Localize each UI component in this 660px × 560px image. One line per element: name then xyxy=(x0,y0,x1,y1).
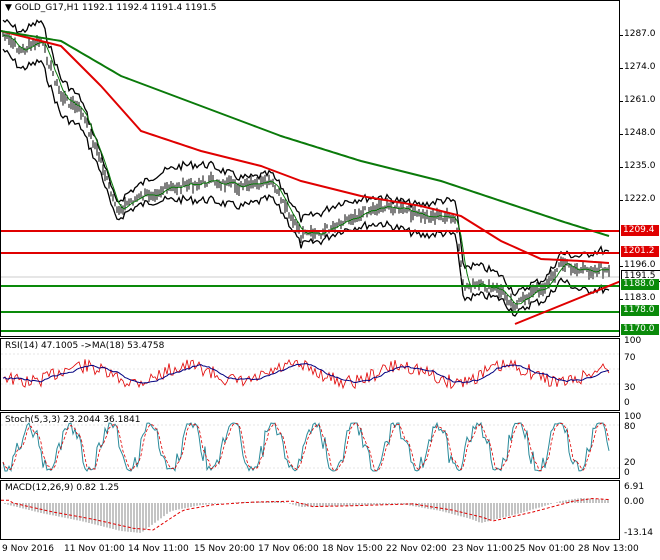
ema-green-line xyxy=(1,30,610,237)
dropdown-triangle-icon[interactable]: ▼ xyxy=(5,3,12,13)
level-label-1170-0: 1170.0 xyxy=(621,324,659,335)
macd-tick: 0.00 xyxy=(624,497,645,507)
price-tick: 1183.0 xyxy=(624,293,656,303)
price-tick: 1222.0 xyxy=(624,194,656,204)
bollinger-lower-line xyxy=(2,48,610,317)
ohlc-values: 1192.1 1192.4 1191.4 1191.5 xyxy=(81,3,217,13)
stoch-tick: 100 xyxy=(624,412,642,422)
macd-tick: 6.91 xyxy=(624,482,645,492)
time-tick: 11 Nov 01:00 xyxy=(64,544,125,554)
time-tick: 28 Nov 13:00 xyxy=(578,544,639,554)
chart-title: ▼ GOLD_G17,H1 1192.1 1192.4 1191.4 1191.… xyxy=(5,3,217,13)
level-label-1188-0: 1188.0 xyxy=(621,279,659,290)
stochastic-label: Stoch(5,3,3) 23.2044 36.1841 xyxy=(5,415,141,425)
price-chart-canvas xyxy=(1,18,619,332)
time-tick: 14 Nov 11:00 xyxy=(128,544,189,554)
rsi-tick: 30 xyxy=(624,383,636,393)
rsi-canvas xyxy=(1,353,619,390)
time-tick: 17 Nov 06:00 xyxy=(258,544,319,554)
rsi-tick: 0 xyxy=(624,398,630,408)
macd-label: MACD(12,26,9) 0.82 1.25 xyxy=(5,483,120,493)
stochastic-canvas xyxy=(1,421,619,473)
time-tick: 25 Nov 01:00 xyxy=(514,544,575,554)
time-tick: 9 Nov 2016 xyxy=(2,544,54,554)
rsi-axis: 100 70 30 0 xyxy=(620,336,660,411)
symbol-label: GOLD_G17,H1 xyxy=(14,3,80,13)
ema-red-line xyxy=(1,30,610,264)
stoch-tick: 80 xyxy=(624,422,636,432)
time-tick: 22 Nov 02:00 xyxy=(386,544,447,554)
macd-tick: -13.14 xyxy=(624,528,654,538)
level-label-1178-0: 1178.0 xyxy=(621,305,659,316)
rsi-ma-line xyxy=(2,363,610,384)
time-tick: 23 Nov 11:00 xyxy=(452,544,513,554)
price-tick: 1235.0 xyxy=(624,161,656,171)
stochastic-pane[interactable]: Stoch(5,3,3) 23.2044 36.1841 xyxy=(0,412,620,479)
rsi-label: RSI(14) 47.1005 ->MA(18) 53.4758 xyxy=(5,341,165,351)
price-tick: 1261.0 xyxy=(624,95,656,105)
rsi-pane[interactable]: RSI(14) 47.1005 ->MA(18) 53.4758 xyxy=(0,338,620,411)
stochastic-axis: 100 80 20 0 xyxy=(620,412,660,479)
stoch-tick: 20 xyxy=(624,458,636,468)
rsi-tick: 70 xyxy=(624,353,636,363)
macd-canvas xyxy=(1,497,610,533)
trend-line xyxy=(514,280,619,325)
time-tick: 18 Nov 15:00 xyxy=(322,544,383,554)
bollinger-upper-line xyxy=(2,18,610,297)
level-label-1201-2: 1201.2 xyxy=(621,246,659,257)
price-tick: 1287.0 xyxy=(624,29,656,39)
level-label-1209-4: 1209.4 xyxy=(621,225,659,236)
price-tick: 1274.0 xyxy=(624,62,656,72)
price-chart-pane[interactable]: ▼ GOLD_G17,H1 1192.1 1192.4 1191.4 1191.… xyxy=(0,0,620,337)
price-axis: 1287.0 1274.0 1261.0 1248.0 1235.0 1222.… xyxy=(620,0,660,337)
stoch-signal-line xyxy=(2,422,610,472)
price-tick: 1196.0 xyxy=(624,260,656,270)
price-tick: 1248.0 xyxy=(624,128,656,138)
macd-pane[interactable]: MACD(12,26,9) 0.82 1.25 xyxy=(0,480,620,540)
macd-axis: 6.91 0.00 -13.14 xyxy=(620,480,660,540)
stoch-main-line xyxy=(2,421,610,473)
stoch-tick: 0 xyxy=(624,468,630,478)
rsi-tick: 100 xyxy=(624,336,642,346)
time-axis: 9 Nov 2016 11 Nov 01:00 14 Nov 11:00 15 … xyxy=(0,540,660,560)
time-tick: 15 Nov 20:00 xyxy=(194,544,255,554)
fast-ma-line xyxy=(2,34,610,305)
